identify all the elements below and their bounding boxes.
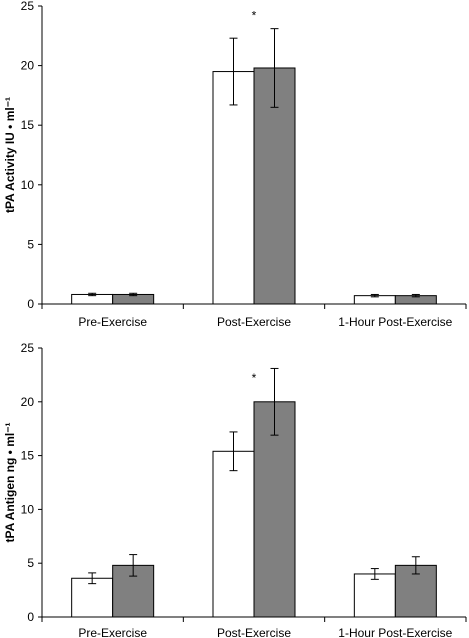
chart-1-category-label: Post-Exercise bbox=[217, 315, 291, 329]
chart-2-y-tick-label: 0 bbox=[27, 610, 34, 624]
chart-1-category-label: Pre-Exercise bbox=[78, 315, 147, 329]
chart-1-category-label: 1-Hour Post-Exercise bbox=[338, 315, 452, 329]
chart-2-y-tick-label: 10 bbox=[21, 502, 35, 516]
chart-2-bar bbox=[212, 450, 255, 618]
chart-2-y-axis-label: tPA Antigen ng • ml⁻¹ bbox=[3, 422, 17, 542]
chart-2-bar bbox=[71, 577, 114, 618]
chart-1-y-tick-label: 15 bbox=[21, 118, 35, 132]
chart-2-y-tick-label: 5 bbox=[27, 556, 34, 570]
chart-2-category-label: Post-Exercise bbox=[217, 626, 291, 638]
chart-2-category-label: Pre-Exercise bbox=[78, 626, 147, 638]
chart-2-y-tick-label: 20 bbox=[21, 395, 35, 409]
chart-1-y-axis-label: tPA Activity IU • ml⁻¹ bbox=[3, 97, 17, 213]
chart-2-y-tick-label: 25 bbox=[21, 341, 35, 355]
chart-2-y-tick-label: 15 bbox=[21, 449, 35, 463]
chart-1-y-tick-label: 5 bbox=[27, 237, 34, 251]
chart-1-bar bbox=[212, 71, 255, 305]
chart-2-significance-marker: * bbox=[252, 371, 257, 385]
chart-1-y-tick-label: 25 bbox=[21, 0, 35, 13]
chart-1-y-tick-label: 0 bbox=[27, 297, 34, 311]
chart-2-bar bbox=[353, 573, 396, 618]
chart-1-y-tick-label: 20 bbox=[21, 59, 35, 73]
chart-2-category-label: 1-Hour Post-Exercise bbox=[338, 626, 452, 638]
chart-1-significance-marker: * bbox=[252, 9, 257, 23]
chart-1-y-tick-label: 10 bbox=[21, 178, 35, 192]
